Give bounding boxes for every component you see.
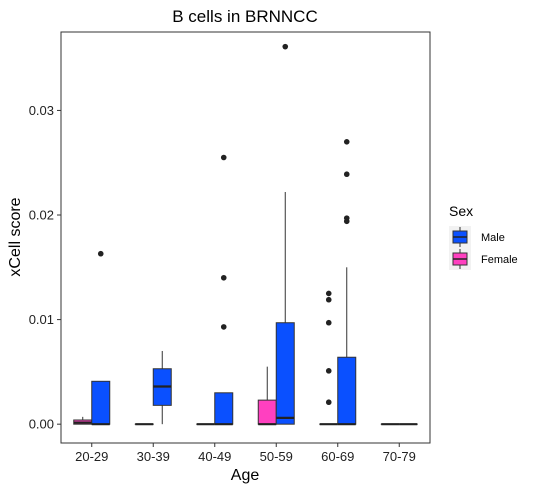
outlier-point [325, 296, 332, 303]
outlier-point [220, 324, 227, 330]
box-body [91, 380, 111, 425]
y-tick-label: 0.00 [29, 417, 54, 432]
y-tick-label: 0.02 [29, 208, 54, 223]
x-tick-label: 70-79 [383, 449, 416, 464]
x-tick-label: 60-69 [321, 449, 354, 464]
outlier-point [325, 290, 332, 297]
legend-key-female [449, 248, 471, 270]
outlier-point [343, 139, 350, 145]
outlier-point [220, 274, 227, 281]
legend-label-female: Female [481, 254, 518, 266]
plot-marks [73, 43, 418, 426]
box-male-30-39 [152, 350, 172, 425]
chart-title: B cells in BRNNCC [172, 7, 317, 26]
outlier-point [325, 368, 332, 374]
x-tick-label: 20-29 [75, 449, 108, 464]
box-female-60-69 [319, 290, 339, 426]
box-male-40-49 [214, 154, 234, 426]
y-tick-label: 0.01 [29, 312, 54, 327]
x-axis-title: Age [231, 467, 260, 484]
box-male-60-69 [337, 139, 357, 426]
y-axis: 0.00 0.01 0.02 0.03 [29, 103, 61, 432]
x-tick-label: 40-49 [198, 449, 231, 464]
y-axis-title: xCell score [7, 197, 24, 276]
outlier-point [325, 319, 332, 326]
x-tick-label: 30-39 [137, 449, 170, 464]
box-body [337, 356, 357, 425]
outlier-point [343, 215, 350, 221]
outlier-point [97, 250, 104, 257]
legend-title: Sex [449, 203, 473, 219]
outlier-point [282, 43, 289, 50]
box-body [214, 392, 234, 425]
box-female-50-59 [257, 366, 277, 426]
x-tick-label: 50-59 [260, 449, 293, 464]
legend-key-male [449, 226, 471, 248]
outlier-point [220, 154, 227, 161]
x-axis: 20-29 30-39 40-49 50-59 60-69 70-79 [75, 443, 416, 464]
legend: Sex Male Female [449, 203, 518, 270]
box-body [257, 399, 277, 425]
box-male-20-29 [91, 250, 111, 426]
outlier-point [325, 399, 332, 406]
plot-panel [60, 31, 431, 444]
box-body [275, 322, 295, 425]
legend-label-male: Male [481, 232, 505, 244]
y-tick-label: 0.03 [29, 103, 54, 118]
box-male-50-59 [275, 43, 295, 425]
outlier-point [343, 171, 350, 178]
